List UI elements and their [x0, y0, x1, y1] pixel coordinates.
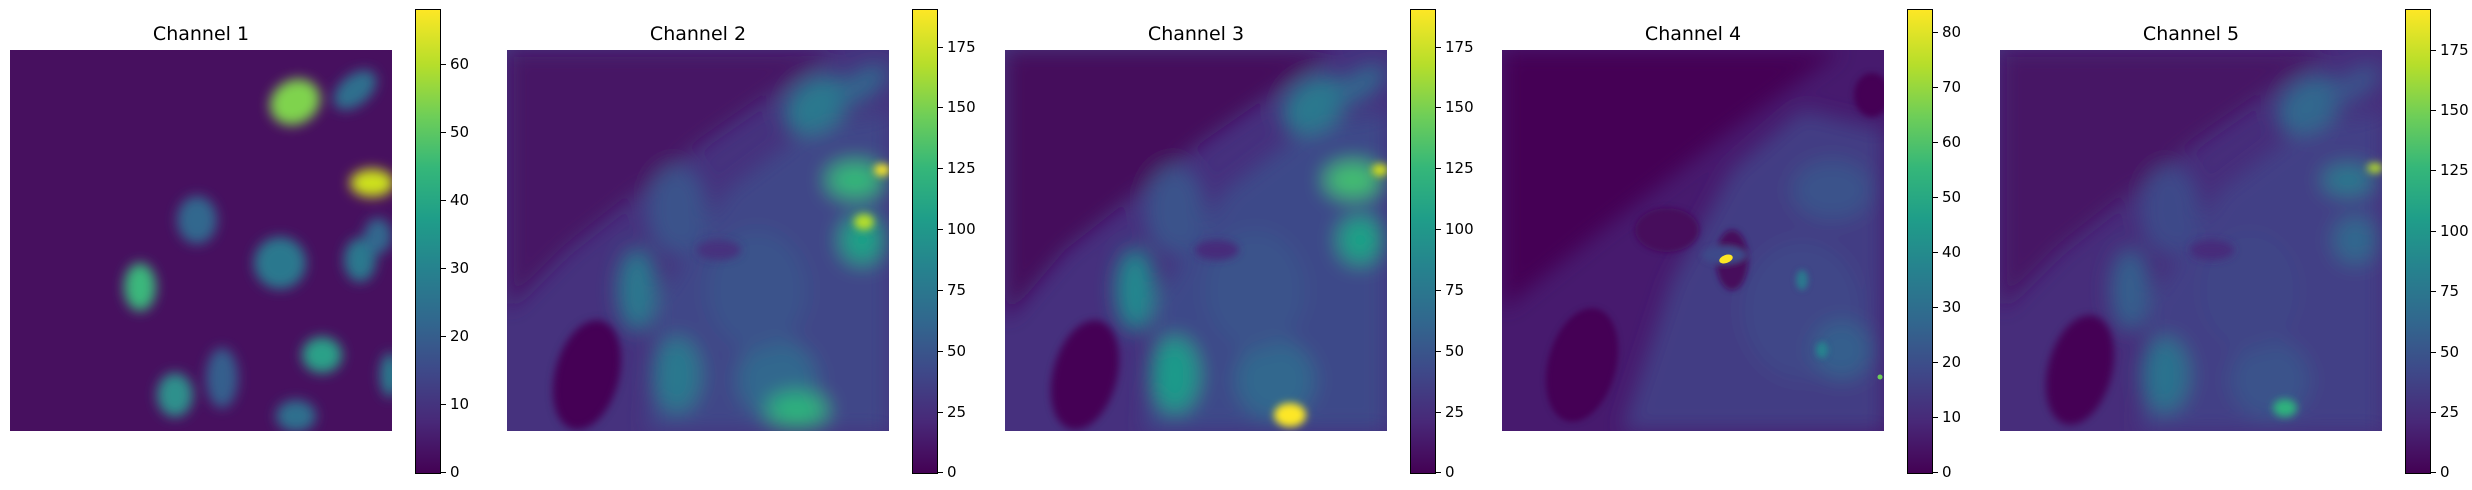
- channel-2-tick: 125: [947, 159, 976, 177]
- channel-3-title: Channel 3: [1147, 23, 1245, 45]
- channel-4-tick: 30: [1942, 298, 1962, 316]
- channel-5-tick: 175: [2440, 41, 2469, 59]
- channel-4-panel: Channel 4: [1502, 0, 1961, 490]
- channel-3-tick: 100: [1445, 220, 1474, 238]
- channel-4-tick: 10: [1942, 408, 1962, 426]
- channel-3-tick: 125: [1445, 159, 1474, 177]
- channel-2-tick: 50: [947, 342, 967, 360]
- channel-1-tick: 10: [450, 395, 470, 413]
- channel-4-tick: 50: [1942, 188, 1962, 206]
- channel-5-tick: 75: [2440, 282, 2460, 300]
- channel-2-tick: 100: [947, 220, 976, 238]
- channel-2-panel: Channel 2: [507, 0, 977, 490]
- channel-1-tick: 0: [450, 463, 460, 481]
- channel-1-tick: 50: [450, 123, 470, 141]
- channel-3-tick: 25: [1445, 403, 1465, 421]
- channel-4-tick: 60: [1942, 133, 1962, 151]
- channel-2-image: [507, 50, 889, 431]
- channel-5-tick: 25: [2440, 403, 2460, 421]
- channel-4-tick: 20: [1942, 353, 1962, 371]
- channel-4-image: [1502, 50, 1884, 431]
- channel-1-tick: 30: [450, 259, 470, 277]
- channel-4-colorbar: [1907, 9, 1933, 474]
- channel-2-tick: 0: [947, 463, 957, 481]
- channel-5-tick: 125: [2440, 161, 2469, 179]
- channel-3-tick: 175: [1445, 38, 1474, 56]
- channel-5-tick: 0: [2440, 463, 2450, 481]
- channel-3-tick: 150: [1445, 98, 1474, 116]
- channel-3-tick: 0: [1445, 463, 1455, 481]
- channel-3-tick: 50: [1445, 342, 1465, 360]
- channel-2-tick: 150: [947, 98, 976, 116]
- channel-1-tick: 60: [450, 55, 470, 73]
- channel-5-title: Channel 5: [2142, 23, 2240, 45]
- channel-5-colorbar: [2405, 9, 2431, 474]
- channel-4-tick: 80: [1942, 23, 1962, 41]
- channel-3-tick: 75: [1445, 281, 1465, 299]
- channel-2-tick: 75: [947, 281, 967, 299]
- channel-2-title: Channel 2: [649, 23, 747, 45]
- channel-2-tick: 175: [947, 38, 976, 56]
- channel-5-tick: 50: [2440, 343, 2460, 361]
- channel-3-image: [1005, 50, 1387, 431]
- channel-4-tick: 0: [1942, 463, 1952, 481]
- channel-2-tick: 25: [947, 403, 967, 421]
- channel-1-tick: 40: [450, 191, 470, 209]
- channel-5-tick: 100: [2440, 222, 2469, 240]
- channel-3-colorbar: [1410, 9, 1436, 474]
- channel-5-image: [2000, 50, 2382, 431]
- channel-4-tick: 70: [1942, 78, 1962, 96]
- channel-2-colorbar: [912, 9, 938, 474]
- channel-5-tick: 150: [2440, 101, 2469, 119]
- channel-4-title: Channel 4: [1644, 23, 1742, 45]
- channel-1-panel: Channel 1 0: [10, 0, 469, 490]
- channel-5-panel: Channel 5: [2000, 0, 2470, 490]
- channel-4-tick: 40: [1942, 243, 1962, 261]
- channel-1-colorbar: [415, 9, 441, 474]
- channel-1-tick: 20: [450, 327, 470, 345]
- channel-1-title: Channel 1: [152, 23, 250, 45]
- channel-1-image: [10, 50, 392, 431]
- channel-3-panel: Channel 3: [1005, 0, 1475, 490]
